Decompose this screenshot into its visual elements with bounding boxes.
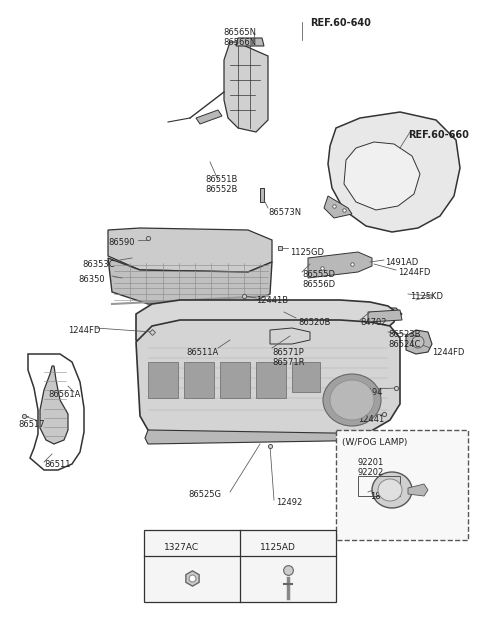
Text: 86594: 86594 [356, 388, 383, 397]
Text: 12441: 12441 [358, 415, 384, 424]
Polygon shape [328, 112, 460, 232]
Text: 86525G: 86525G [188, 490, 221, 499]
Text: 86511A: 86511A [186, 348, 218, 357]
Text: 12441B: 12441B [256, 296, 288, 305]
Polygon shape [324, 196, 352, 218]
Text: REF.60-660: REF.60-660 [408, 130, 469, 140]
Bar [292, 362, 320, 392]
Text: 1244FD: 1244FD [398, 268, 431, 277]
Text: 1125AD: 1125AD [260, 543, 296, 552]
Text: REF.60-640: REF.60-640 [310, 18, 371, 28]
Text: 86561A: 86561A [48, 390, 80, 399]
Ellipse shape [412, 336, 424, 348]
Text: 86350: 86350 [78, 275, 105, 284]
Bar [336, 430, 468, 540]
Polygon shape [260, 188, 264, 202]
Polygon shape [368, 310, 402, 322]
Text: 1244FD: 1244FD [432, 348, 464, 357]
Polygon shape [224, 42, 268, 132]
Ellipse shape [330, 380, 374, 420]
Bar [220, 362, 250, 398]
Text: 86551B
86552B: 86551B 86552B [206, 175, 238, 195]
Text: 86555D
86556D: 86555D 86556D [302, 270, 335, 290]
Polygon shape [108, 258, 272, 304]
Text: 1125KD: 1125KD [410, 292, 443, 301]
Text: 86571P
86571R: 86571P 86571R [272, 348, 304, 368]
Text: 1244FD: 1244FD [68, 326, 100, 335]
Ellipse shape [378, 479, 402, 501]
Text: 12492: 12492 [276, 498, 302, 507]
Polygon shape [136, 300, 396, 348]
Polygon shape [108, 228, 272, 272]
Ellipse shape [372, 472, 412, 508]
Bar [358, 476, 400, 496]
Polygon shape [196, 110, 222, 124]
Text: (W/FOG LAMP): (W/FOG LAMP) [342, 438, 408, 447]
Text: 86353C: 86353C [82, 260, 115, 269]
Bar [148, 362, 178, 398]
Text: 1491AD: 1491AD [385, 258, 418, 267]
Polygon shape [40, 366, 68, 444]
Text: 86520B: 86520B [298, 318, 330, 327]
Text: 18647: 18647 [370, 492, 396, 501]
Text: 1327AC: 1327AC [165, 543, 200, 552]
Polygon shape [136, 320, 400, 442]
Bar [184, 362, 214, 398]
Polygon shape [408, 484, 428, 496]
Text: 86573N: 86573N [268, 208, 301, 217]
Polygon shape [278, 308, 402, 320]
Bar [256, 362, 286, 398]
Polygon shape [145, 430, 392, 444]
Polygon shape [308, 252, 372, 278]
Text: 86511: 86511 [44, 460, 71, 469]
Text: 86523B
86524C: 86523B 86524C [388, 330, 420, 349]
Polygon shape [344, 142, 420, 210]
Text: 86590: 86590 [108, 238, 134, 247]
Text: 92201
92202: 92201 92202 [358, 458, 384, 477]
Text: 84702: 84702 [360, 318, 386, 327]
Text: 86517: 86517 [18, 420, 45, 429]
Polygon shape [406, 330, 432, 354]
Text: 86565N
86566N: 86565N 86566N [223, 28, 257, 47]
Text: 1125GD: 1125GD [290, 248, 324, 257]
Bar [144, 530, 336, 602]
Polygon shape [236, 38, 264, 46]
Ellipse shape [323, 374, 381, 426]
